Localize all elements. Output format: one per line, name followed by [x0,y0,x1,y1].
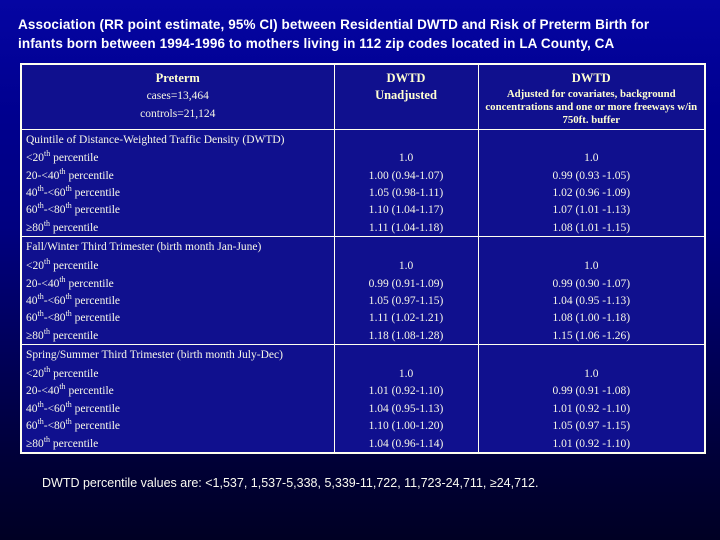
empty-cell [333,129,478,150]
unadjusted-value: 1.18 (1.08-1.28) [333,327,478,345]
table-row: ≥80th percentile 1.18 (1.08-1.28) 1.15 (1.… [21,327,705,345]
unadjusted-value: 1.00 (0.94-1.07) [333,166,478,185]
footnote: DWTD percentile values are: <1,537, 1,53… [42,476,539,490]
adjusted-value: 0.99 (0.90 -1.07) [477,274,705,293]
adjusted-value: 1.02 (0.96 -1.09) [477,184,705,202]
unadjusted-value: 1.10 (1.00-1.20) [333,417,478,435]
table-section: Quintile of Distance-Weighted Traffic De… [21,129,705,237]
table-row: 20-<40th percentile 0.99 (0.91-1.09) 0.99 … [21,274,705,293]
row-label: 60th-<80th percentile [26,417,121,433]
row-label: 40th-<60th percentile [26,184,121,199]
unadjusted-value: 0.99 (0.91-1.09) [333,274,478,293]
adjusted-value: 0.99 (0.91 -1.08) [477,382,705,401]
adjusted-value: 1.08 (1.00 -1.18) [477,309,705,328]
table-row: 60th-<80th percentile 1.10 (1.00-1.20) 1.0… [21,417,705,435]
unadjusted-value: 1.04 (0.95-1.13) [333,400,478,418]
unadjusted-value: 1.0 [333,365,478,383]
header-dwtd-unadjusted: DWTD Unadjusted [333,64,478,129]
adjusted-value: 1.07 (1.01 -1.13) [477,201,705,220]
adjusted-value: 1.08 (1.01 -1.15) [477,219,705,237]
row-label: ≥80th percentile [26,218,99,234]
row-label: 20-<40th percentile [26,274,114,290]
row-label: 60th-<80th percentile [26,201,121,217]
table-row: 60th-<80th percentile 1.10 (1.04-1.17) 1.0… [21,201,705,220]
unadjusted-value: 1.11 (1.02-1.21) [333,309,478,328]
section-title-row: Fall/Winter Third Trimester (birth month… [21,236,705,258]
adjusted-value: 1.04 (0.95 -1.13) [477,292,705,310]
table-row: <20th percentile 1.0 1.0 [21,149,705,167]
header-preterm-controls: controls=21,124 [140,108,216,120]
table-header: Preterm cases=13,464 controls=21,124 DWT… [21,64,705,129]
table-row: 40th-<60th percentile 1.05 (0.98-1.11) 1.0… [21,184,705,202]
table-section: Fall/Winter Third Trimester (birth month… [21,236,705,345]
section-title: Fall/Winter Third Trimester (birth month… [26,241,262,254]
header-preterm-title: Preterm [155,71,200,85]
slide-title-line-1: Association (RR point estimate, 95% CI) … [18,17,650,32]
slide-title: Association (RR point estimate, 95% CI) … [18,15,710,53]
adjusted-value: 1.01 (0.92 -1.10) [477,434,705,454]
header-dwtd-adjusted: DWTD Adjusted for covariates, background… [477,64,705,129]
unadjusted-value: 1.11 (1.04-1.18) [333,219,478,237]
table-row: 40th-<60th percentile 1.05 (0.97-1.15) 1.0… [21,292,705,310]
header-preterm-cases: cases=13,464 [146,90,209,102]
adjusted-value: 1.0 [477,149,705,167]
row-label: <20th percentile [26,257,99,273]
table-section: Spring/Summer Third Trimester (birth mon… [21,344,705,454]
row-label: 20-<40th percentile [26,382,114,398]
row-label: 20-<40th percentile [26,166,114,182]
unadjusted-value: 1.05 (0.97-1.15) [333,292,478,310]
adjusted-value: 0.99 (0.93 -1.05) [477,166,705,185]
table-row: ≥80th percentile 1.11 (1.04-1.18) 1.08 (1.… [21,219,705,237]
table-header-row: Preterm cases=13,464 controls=21,124 DWT… [21,64,705,129]
empty-cell [333,344,478,366]
row-label: 60th-<80th percentile [26,309,121,325]
empty-cell [333,236,478,258]
row-label: <20th percentile [26,365,99,381]
table-row: <20th percentile 1.0 1.0 [21,257,705,275]
row-label: ≥80th percentile [26,434,99,450]
table-row: 20-<40th percentile 1.01 (0.92-1.10) 0.99 … [21,382,705,401]
section-title-row: Quintile of Distance-Weighted Traffic De… [21,129,705,150]
row-label: ≥80th percentile [26,326,99,342]
header-adjusted-subtitle: Adjusted for covariates, background conc… [485,88,698,126]
adjusted-value: 1.0 [477,257,705,275]
row-label: <20th percentile [26,149,99,165]
adjusted-value: 1.01 (0.92 -1.10) [477,400,705,418]
empty-cell [477,344,705,366]
adjusted-value: 1.05 (0.97 -1.15) [477,417,705,435]
unadjusted-value: 1.04 (0.96-1.14) [333,434,478,454]
unadjusted-value: 1.0 [333,149,478,167]
adjusted-value: 1.0 [477,365,705,383]
table-row: ≥80th percentile 1.04 (0.96-1.14) 1.01 (0.… [21,434,705,454]
table-row: <20th percentile 1.0 1.0 [21,365,705,383]
results-table: Preterm cases=13,464 controls=21,124 DWT… [20,63,706,455]
empty-cell [477,129,705,150]
unadjusted-value: 1.01 (0.92-1.10) [333,382,478,401]
row-label: 40th-<60th percentile [26,292,121,307]
unadjusted-value: 1.10 (1.04-1.17) [333,201,478,220]
section-title-row: Spring/Summer Third Trimester (birth mon… [21,344,705,366]
header-adjusted-title: DWTD [571,71,611,85]
row-label: 40th-<60th percentile [26,400,121,415]
slide-title-line-2: infants born between 1994-1996 to mother… [18,36,615,51]
section-title: Spring/Summer Third Trimester (birth mon… [26,349,283,362]
header-preterm: Preterm cases=13,464 controls=21,124 [21,64,334,129]
header-unadjusted-subtitle: Unadjusted [375,88,437,102]
unadjusted-value: 1.05 (0.98-1.11) [333,184,478,202]
table-row: 20-<40th percentile 1.00 (0.94-1.07) 0.99 … [21,166,705,185]
unadjusted-value: 1.0 [333,257,478,275]
section-title: Quintile of Distance-Weighted Traffic De… [26,133,285,146]
empty-cell [477,236,705,258]
table-row: 60th-<80th percentile 1.11 (1.02-1.21) 1.0… [21,309,705,328]
header-unadjusted-title: DWTD [386,71,426,85]
adjusted-value: 1.15 (1.06 -1.26) [477,327,705,345]
table-row: 40th-<60th percentile 1.04 (0.95-1.13) 1.0… [21,400,705,418]
